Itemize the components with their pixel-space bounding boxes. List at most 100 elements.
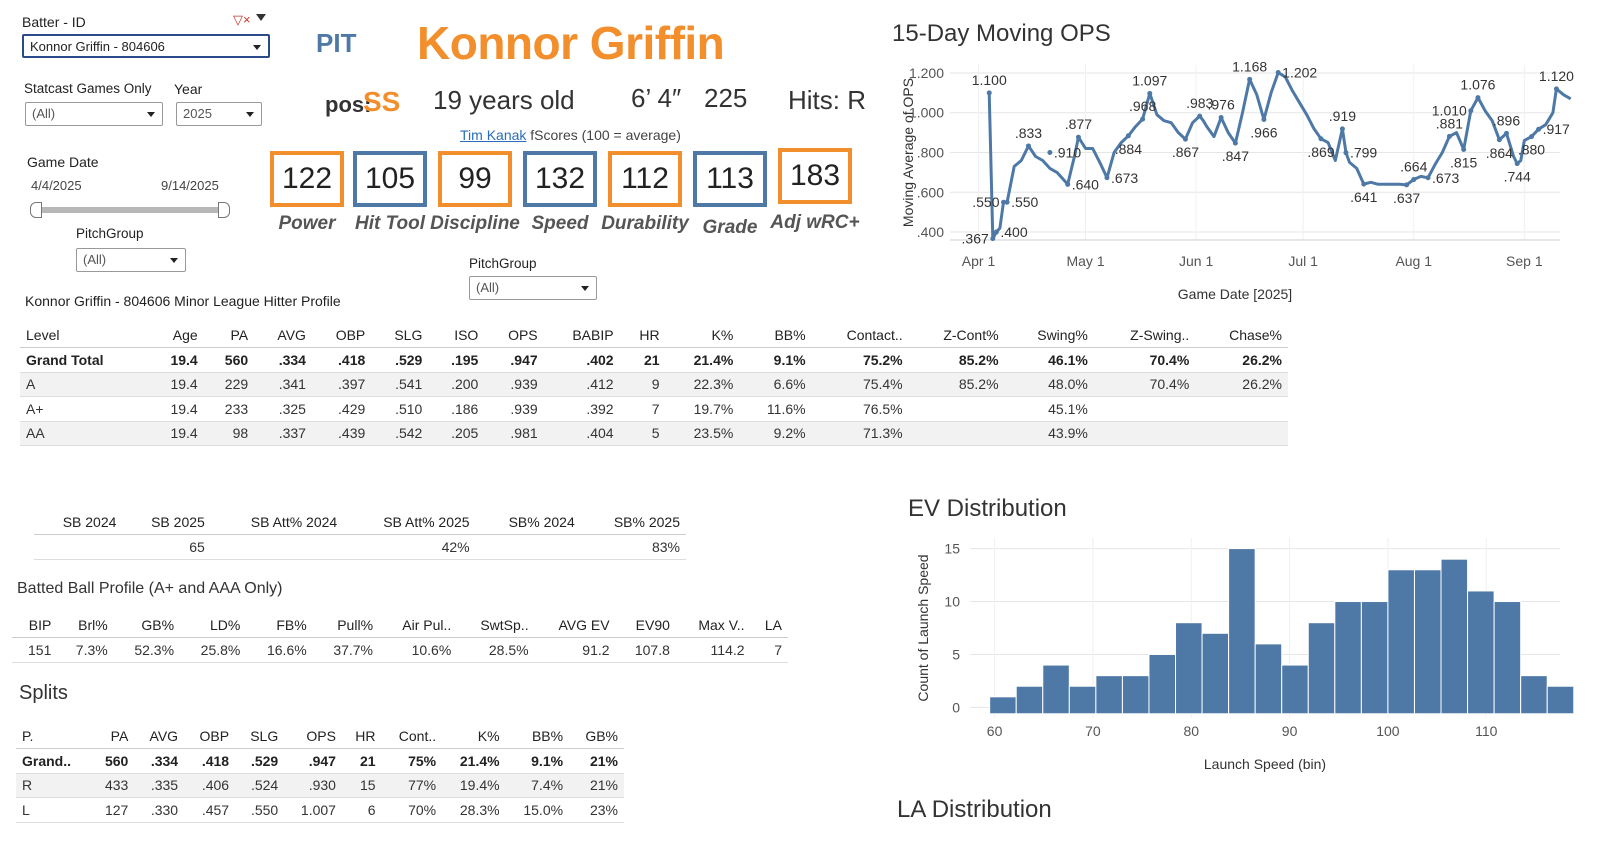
table-row[interactable]: Grand.. 560.334.418.529.947 21 75% 21.4% 9.1%… — [16, 748, 624, 774]
column-header[interactable]: Z-Cont% — [908, 323, 1005, 348]
fscore-box: 105 — [353, 151, 427, 207]
table-cell — [908, 421, 1005, 446]
pitchgroup2-select[interactable]: (All) — [469, 276, 597, 300]
column-header[interactable]: Air Pul.. — [379, 613, 458, 638]
column-header[interactable]: K% — [442, 724, 506, 749]
y-axis-label: Moving Average of OPS — [900, 78, 916, 227]
column-header[interactable]: P. — [16, 724, 91, 749]
data-point — [1140, 116, 1146, 122]
column-header[interactable]: Pull% — [312, 613, 380, 638]
column-header[interactable]: Swing% — [1004, 323, 1094, 348]
year-select[interactable]: 2025 — [176, 102, 262, 126]
column-header[interactable]: Cont.. — [381, 724, 443, 749]
pitchgroup-select[interactable]: (All) — [76, 248, 186, 272]
data-point — [1104, 175, 1110, 181]
column-header[interactable]: AVG — [254, 323, 312, 348]
column-header[interactable]: LD% — [180, 613, 247, 638]
table-cell: .981 — [484, 421, 544, 446]
data-point — [1514, 161, 1520, 167]
table-cell: .205 — [428, 421, 485, 446]
data-label: .867 — [1172, 144, 1199, 160]
histogram-bar — [1520, 675, 1548, 715]
data-point — [1065, 181, 1071, 187]
chevron-down-icon — [253, 45, 261, 50]
date-slider-handle-end[interactable] — [218, 202, 230, 218]
table-row[interactable]: A 19.4 229.341.397.541.200.939.412 9 22.3% 6.… — [20, 372, 1288, 397]
x-tick-label: Aug 1 — [1395, 253, 1432, 269]
column-header[interactable]: GB% — [569, 724, 624, 749]
table-cell: 22.3% — [665, 372, 740, 397]
column-header[interactable]: OPS — [484, 323, 544, 348]
histogram-bar — [1228, 548, 1256, 715]
column-header[interactable]: Contact.. — [811, 323, 909, 348]
clear-filter-icon[interactable]: ▽× — [233, 12, 251, 27]
fscore-box: 113 — [693, 151, 767, 207]
fscore-label: Power — [278, 213, 336, 234]
column-header[interactable]: SB 2024 — [34, 510, 123, 535]
y-tick-label: .800 — [917, 145, 944, 161]
column-header[interactable]: SwtSp.. — [457, 613, 535, 638]
column-header[interactable]: GB% — [113, 613, 181, 638]
column-header[interactable]: BB% — [739, 323, 812, 348]
table-cell: 6 — [341, 797, 382, 823]
column-header[interactable]: HR — [341, 724, 382, 749]
filter-menu-icon[interactable] — [256, 14, 266, 21]
table-cell: .524 — [235, 773, 285, 798]
column-header[interactable]: FB% — [246, 613, 313, 638]
column-header[interactable]: EV90 — [615, 613, 676, 638]
fscore-label: Speed — [531, 213, 589, 234]
column-header[interactable]: Z-Swing.. — [1093, 323, 1196, 348]
table-row[interactable]: L 127.330.457.550 1.007 6 70% 28.3% 15.0% 23% — [16, 797, 624, 823]
table-cell: 25.8% — [180, 637, 247, 663]
data-point — [1343, 150, 1349, 156]
table-cell: 229 — [203, 372, 255, 397]
batter-select[interactable]: Konnor Griffin - 804606 — [22, 34, 270, 58]
data-point — [993, 229, 999, 235]
date-slider-track[interactable] — [36, 207, 226, 213]
column-header[interactable]: Brl% — [57, 613, 114, 638]
table-cell: 48.0% — [1004, 372, 1094, 397]
date-slider-handle-start[interactable] — [30, 202, 42, 218]
column-header[interactable]: Age — [147, 323, 204, 348]
column-header[interactable]: OPS — [284, 724, 342, 749]
statcast-select[interactable]: (All) — [25, 102, 163, 126]
column-header[interactable]: Chase% — [1195, 323, 1288, 348]
column-header[interactable]: OBP — [184, 724, 236, 749]
column-header[interactable]: SB Att% 2025 — [343, 510, 476, 535]
column-header[interactable]: AVG — [134, 724, 185, 749]
table-row[interactable]: R 433.335.406.524.930 15 77% 19.4% 7.4% 21% — [16, 773, 624, 798]
column-header[interactable]: SB 2025 — [122, 510, 211, 535]
column-header[interactable]: BB% — [505, 724, 570, 749]
column-header[interactable]: Level — [20, 323, 148, 348]
column-header[interactable]: HR — [619, 323, 666, 348]
table-cell: .325 — [254, 396, 312, 422]
table-row[interactable]: AA 19.4 98.337.439.542.205.981.404 5 23.5% 9.… — [20, 421, 1288, 446]
column-header[interactable]: PA — [203, 323, 255, 348]
ev-histogram: 0 5 10 15 60 70 80 90 100 110 Count of Launch Spee… — [915, 538, 1575, 772]
column-header[interactable]: ISO — [428, 323, 485, 348]
column-header[interactable]: SB% 2024 — [475, 510, 581, 535]
column-header[interactable]: K% — [665, 323, 740, 348]
table-cell: 6.6% — [739, 372, 812, 397]
statcast-select-value: (All) — [32, 106, 56, 121]
column-header[interactable]: SB Att% 2024 — [210, 510, 344, 535]
column-header[interactable]: SB% 2025 — [580, 510, 686, 535]
data-point — [990, 236, 996, 242]
table-cell: 1.007 — [284, 797, 342, 823]
column-header[interactable]: OBP — [311, 323, 372, 348]
column-header[interactable]: BIP — [12, 613, 58, 638]
x-tick-label: 100 — [1376, 723, 1400, 739]
column-header[interactable]: Max V.. — [675, 613, 751, 638]
table-cell: 43.9% — [1004, 421, 1094, 446]
column-header[interactable]: PA — [90, 724, 135, 749]
table-cell — [34, 534, 123, 560]
table-cell: 21.4% — [442, 748, 506, 774]
column-header[interactable]: SLG — [235, 724, 285, 749]
column-header[interactable]: BABIP — [543, 323, 620, 348]
author-link[interactable]: Tim Kanak — [460, 127, 527, 143]
column-header[interactable]: SLG — [371, 323, 429, 348]
table-row[interactable]: A+ 19.4 233.325.429.510.186.939.392 7 19.7% 1… — [20, 396, 1288, 422]
column-header[interactable]: AVG EV — [534, 613, 616, 638]
column-header[interactable]: LA — [750, 613, 788, 638]
table-row[interactable]: Grand Total 19.4 560.334.418.529.195.947.4… — [20, 347, 1288, 373]
